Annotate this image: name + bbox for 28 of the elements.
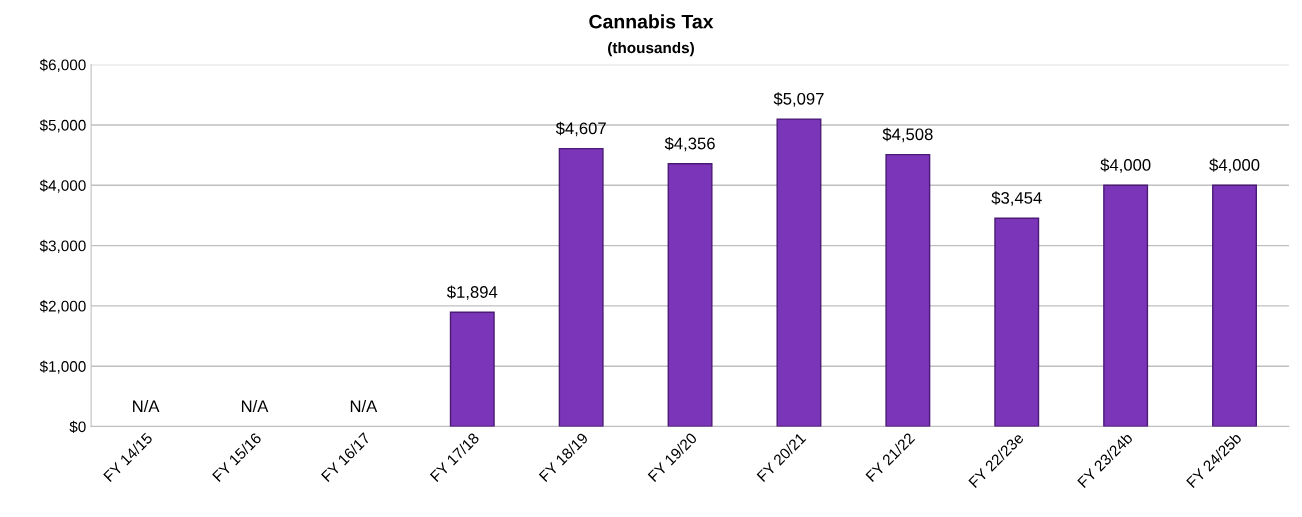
- bar: [667, 163, 713, 427]
- y-tick-label: $1,000: [39, 360, 86, 374]
- y-tick-label: $3,000: [39, 239, 86, 254]
- data-label: $4,000: [1209, 158, 1260, 173]
- chart-title: Cannabis Tax: [589, 14, 714, 29]
- y-tick-label: $0: [69, 420, 86, 434]
- data-label: $5,097: [773, 92, 824, 107]
- text: N/A: [350, 399, 378, 413]
- data-label: $3,454: [991, 191, 1042, 206]
- y-tick-label: $4,000: [39, 179, 86, 193]
- y-tick-label: $6,000: [39, 58, 86, 73]
- bar: [885, 153, 931, 427]
- data-label: $1,894: [446, 285, 498, 300]
- bar: [449, 311, 495, 427]
- text: N/A: [133, 399, 160, 413]
- bar: [994, 217, 1040, 427]
- bar: [558, 147, 604, 427]
- y-tick-label: $2,000: [39, 300, 86, 314]
- data-label: $4,607: [555, 121, 606, 137]
- data-label: $4,508: [882, 127, 933, 143]
- text: N/A: [241, 399, 269, 413]
- bar: [1212, 184, 1258, 427]
- data-label: $4,356: [664, 136, 715, 152]
- bar: [1103, 184, 1149, 427]
- bar: [776, 118, 822, 427]
- chart-subtitle: (thousands): [608, 41, 694, 57]
- y-tick-label: $5,000: [39, 119, 86, 133]
- data-label: $4,000: [1100, 158, 1151, 173]
